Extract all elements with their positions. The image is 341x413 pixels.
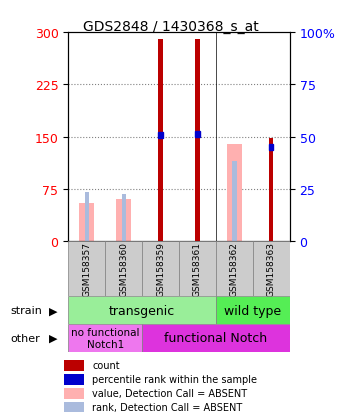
Bar [64, 361, 84, 371]
Text: functional Notch: functional Notch [164, 332, 268, 344]
FancyBboxPatch shape [142, 324, 290, 352]
Bar [232, 161, 237, 242]
Text: transgenic: transgenic [109, 304, 175, 317]
Text: ▶: ▶ [49, 306, 57, 316]
Bar [64, 402, 84, 413]
Bar [227, 144, 242, 242]
Text: GDS2848 / 1430368_s_at: GDS2848 / 1430368_s_at [83, 20, 258, 34]
Text: GSM158357: GSM158357 [82, 242, 91, 297]
Text: GSM158362: GSM158362 [230, 242, 239, 297]
FancyBboxPatch shape [68, 297, 216, 324]
Bar [195, 132, 199, 137]
Bar [79, 203, 94, 242]
Text: GSM158363: GSM158363 [267, 242, 276, 297]
Text: value, Detection Call = ABSENT: value, Detection Call = ABSENT [92, 388, 247, 398]
Text: wild type: wild type [224, 304, 281, 317]
FancyBboxPatch shape [142, 242, 179, 297]
Bar [269, 139, 273, 242]
Bar [85, 193, 89, 242]
Bar [116, 200, 131, 242]
Text: ▶: ▶ [49, 333, 57, 343]
Text: rank, Detection Call = ABSENT: rank, Detection Call = ABSENT [92, 402, 242, 412]
Text: GSM158361: GSM158361 [193, 242, 202, 297]
Text: other: other [10, 333, 40, 343]
FancyBboxPatch shape [179, 242, 216, 297]
FancyBboxPatch shape [216, 242, 253, 297]
Bar [269, 151, 273, 242]
Bar [121, 195, 126, 242]
FancyBboxPatch shape [68, 242, 105, 297]
Text: strain: strain [10, 306, 42, 316]
Bar [159, 40, 163, 242]
FancyBboxPatch shape [216, 297, 290, 324]
Bar [195, 40, 199, 242]
Bar [64, 388, 84, 399]
Bar [269, 145, 273, 150]
FancyBboxPatch shape [253, 242, 290, 297]
FancyBboxPatch shape [105, 242, 142, 297]
Bar [64, 374, 84, 385]
Text: GSM158359: GSM158359 [156, 242, 165, 297]
Text: count: count [92, 361, 120, 370]
Text: percentile rank within the sample: percentile rank within the sample [92, 375, 257, 385]
Text: no functional
Notch1: no functional Notch1 [71, 327, 139, 349]
Bar [159, 133, 163, 139]
FancyBboxPatch shape [68, 324, 142, 352]
Text: GSM158360: GSM158360 [119, 242, 128, 297]
